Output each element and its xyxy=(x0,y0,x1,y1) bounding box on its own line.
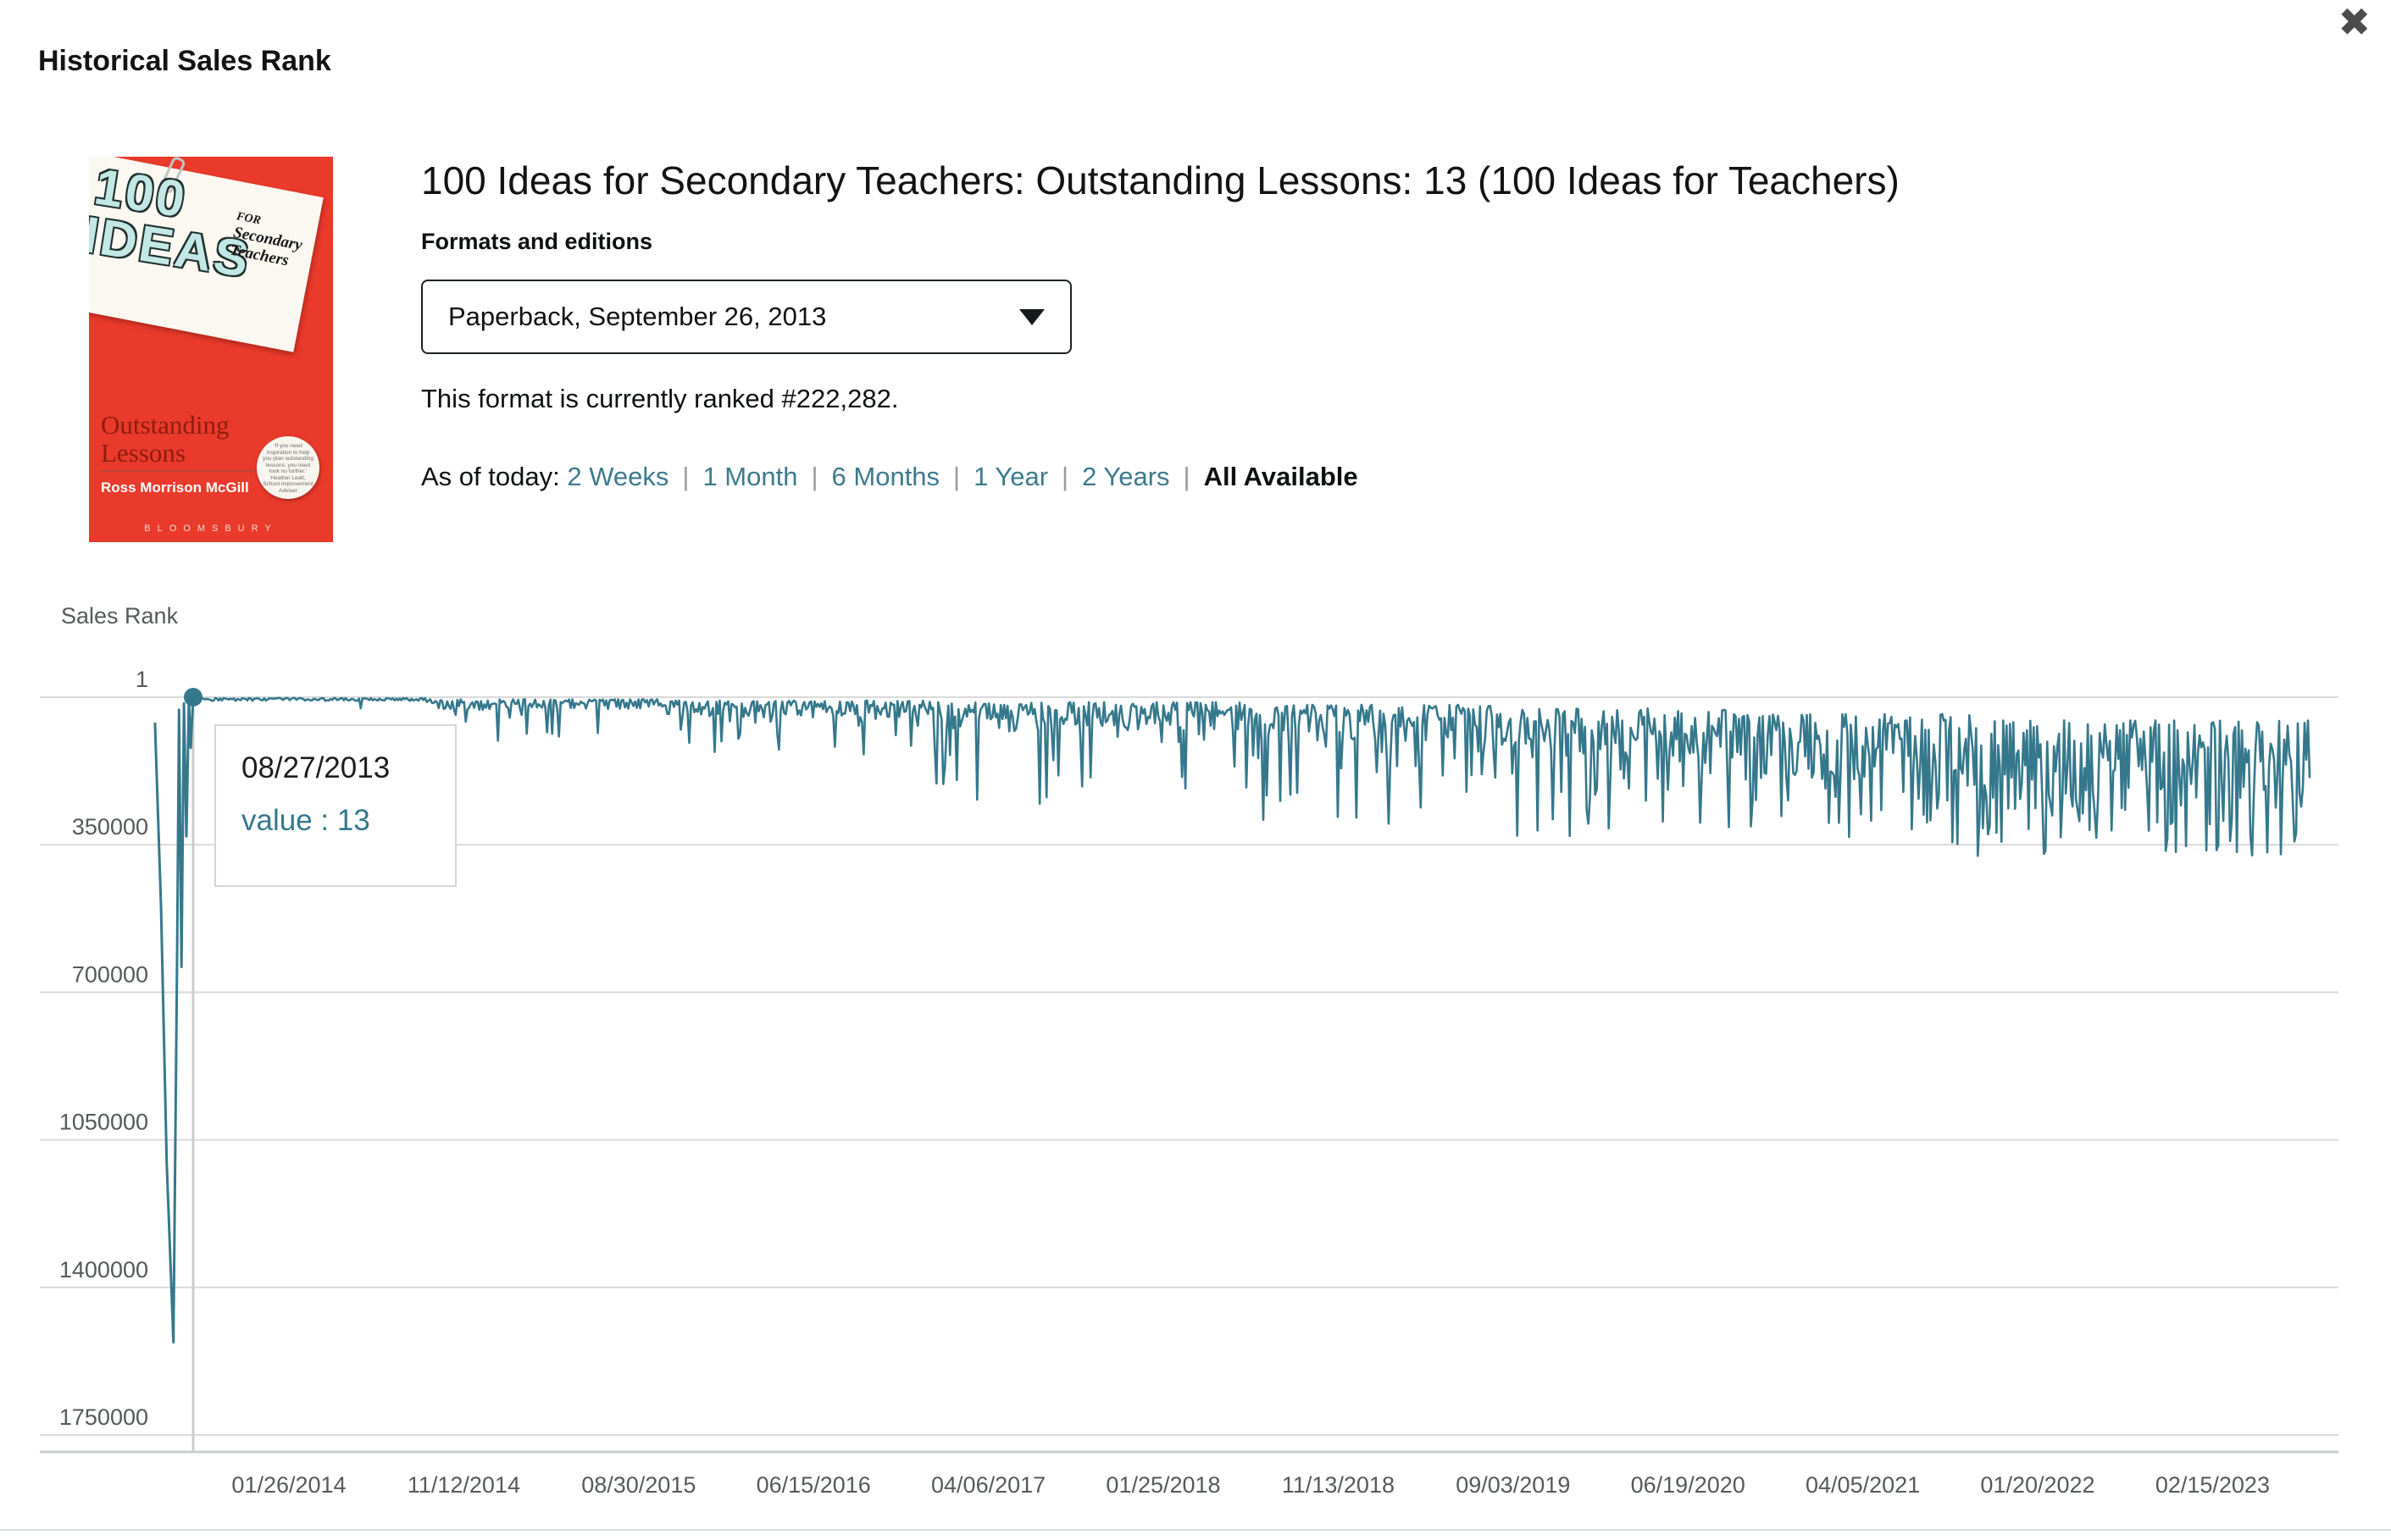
x-tick-label: 06/15/2016 xyxy=(757,1472,871,1498)
x-tick-label: 08/30/2015 xyxy=(581,1472,696,1498)
x-tick-label: 01/25/2018 xyxy=(1106,1472,1220,1498)
y-tick-label: 1750000 xyxy=(59,1404,148,1430)
time-range-selector: As of today: 2 Weeks | 1 Month | 6 Month… xyxy=(421,462,1358,492)
book-title: 100 Ideas for Secondary Teachers: Outsta… xyxy=(421,158,1900,202)
range-separator: | xyxy=(1062,462,1069,491)
book-cover-image: 100 IDEAS FOR Secondary Teachers Outstan… xyxy=(89,157,333,542)
chart-tooltip: 08/27/2013 value : 13 xyxy=(214,724,457,887)
current-rank-text: This format is currently ranked #222,282… xyxy=(421,384,899,413)
range-separator: | xyxy=(953,462,961,491)
cover-review-badge: 'If you need inspiration to help you pla… xyxy=(257,436,319,499)
format-select-dropdown[interactable]: Paperback, September 26, 2013 xyxy=(421,280,1072,354)
tooltip-date: 08/27/2013 xyxy=(241,751,391,784)
range-option-all-available[interactable]: All Available xyxy=(1203,462,1358,491)
x-tick-label: 09/03/2019 xyxy=(1456,1472,1570,1498)
cover-divider xyxy=(101,470,267,472)
highlighted-point-dot[interactable] xyxy=(184,688,202,707)
x-tick-label: 04/06/2017 xyxy=(931,1472,1046,1498)
range-option-1-year[interactable]: 1 Year xyxy=(974,462,1049,491)
format-selected-value: Paperback, September 26, 2013 xyxy=(448,302,827,331)
sales-rank-line xyxy=(192,696,2311,857)
footer-divider xyxy=(0,1529,2391,1531)
sales-rank-line-lead-in xyxy=(153,696,195,1343)
tooltip-value: value : 13 xyxy=(241,804,370,837)
x-tick-label: 04/05/2021 xyxy=(1806,1472,1920,1498)
range-separator: | xyxy=(1183,462,1190,491)
page-title: Historical Sales Rank xyxy=(38,44,331,77)
x-tick-label: 01/26/2014 xyxy=(231,1472,346,1498)
range-option-2-weeks[interactable]: 2 Weeks xyxy=(567,462,669,491)
as-of-today-label: As of today: xyxy=(421,462,560,491)
y-axis-title: Sales Rank xyxy=(61,603,179,629)
y-tick-label: 700000 xyxy=(72,961,148,987)
x-tick-label: 06/19/2020 xyxy=(1631,1472,1745,1498)
y-tick-label: 350000 xyxy=(72,814,148,839)
cover-subtitle: Outstanding Lessons xyxy=(101,410,230,468)
chevron-down-icon xyxy=(1019,308,1045,325)
formats-and-editions-label: Formats and editions xyxy=(421,229,653,254)
y-tick-label: 1 xyxy=(136,667,148,692)
range-separator: | xyxy=(682,462,690,491)
x-tick-label: 01/20/2022 xyxy=(1980,1472,2094,1498)
y-tick-label: 1400000 xyxy=(59,1257,148,1282)
x-tick-label: 11/12/2014 xyxy=(408,1472,520,1498)
x-tick-label: 02/15/2023 xyxy=(2155,1472,2270,1498)
range-option-2-years[interactable]: 2 Years xyxy=(1082,462,1170,491)
cover-publisher: BLOOMSBURY xyxy=(144,523,278,534)
cover-author: Ross Morrison McGill xyxy=(101,479,249,496)
range-option-1-month[interactable]: 1 Month xyxy=(702,462,798,491)
range-separator: | xyxy=(811,462,818,491)
close-icon[interactable]: ✖ xyxy=(2333,2,2376,42)
y-tick-label: 1050000 xyxy=(59,1110,148,1135)
x-tick-label: 11/13/2018 xyxy=(1282,1472,1395,1498)
range-option-6-months[interactable]: 6 Months xyxy=(831,462,940,491)
